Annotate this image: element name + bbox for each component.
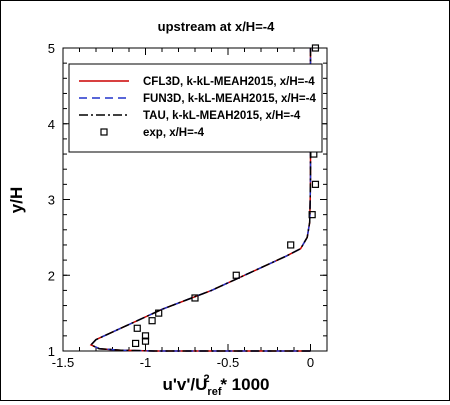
exp-data-point [287,241,295,249]
x-axis-label-tail: * 1000 [216,375,270,394]
chart-title: upstream at x/H=-4 [158,19,275,34]
exp-data-point [191,294,199,302]
exp-data-point [132,339,140,348]
x-tick-label: 0 [307,355,314,370]
legend-label: TAU, k-kL-MEAH2015, x/H=-4 [143,110,301,122]
legend: CFL3D, k-kL-MEAH2015, x/H=-4 FUN3D, k-kL-… [68,63,323,153]
y-tick-label: 3 [48,193,55,208]
exp-data-point [155,309,163,317]
x-axis-label: u'v'/Uref2 * 1000 [162,373,269,398]
x-axis-label-subscript: ref [207,386,221,398]
legend-label: FUN3D, k-kL-MEAH2015, x/H=-4 [143,93,316,105]
y-tick-label: 1 [48,344,55,359]
x-tick-label: -0.5 [217,355,239,370]
x-axis-label-superscript: 2 [203,373,209,385]
legend-marker [100,128,108,136]
legend-box [68,63,323,153]
exp-data-point [232,271,240,279]
legend-label: CFL3D, k-kL-MEAH2015, x/H=-4 [143,76,315,88]
exp-data-point [141,337,150,345]
exp-data-point [311,44,320,52]
series-line-dashdot [89,48,312,352]
exp-data-point [133,324,141,332]
y-axis-label: y/H [7,187,26,213]
y-tick-label: 5 [48,41,55,56]
x-tick-label: -1 [140,355,152,370]
x-tick-label: -1.5 [52,355,74,370]
exp-data-point [308,211,316,219]
legend-label: exp, x/H=-4 [143,127,205,139]
x-axis-label-main: u'v'/U [162,375,207,394]
exp-data-point [141,332,150,340]
y-tick-label: 4 [48,117,55,132]
y-tick-label: 2 [48,268,55,283]
exp-data-point [311,180,320,188]
exp-data-point [148,317,156,325]
